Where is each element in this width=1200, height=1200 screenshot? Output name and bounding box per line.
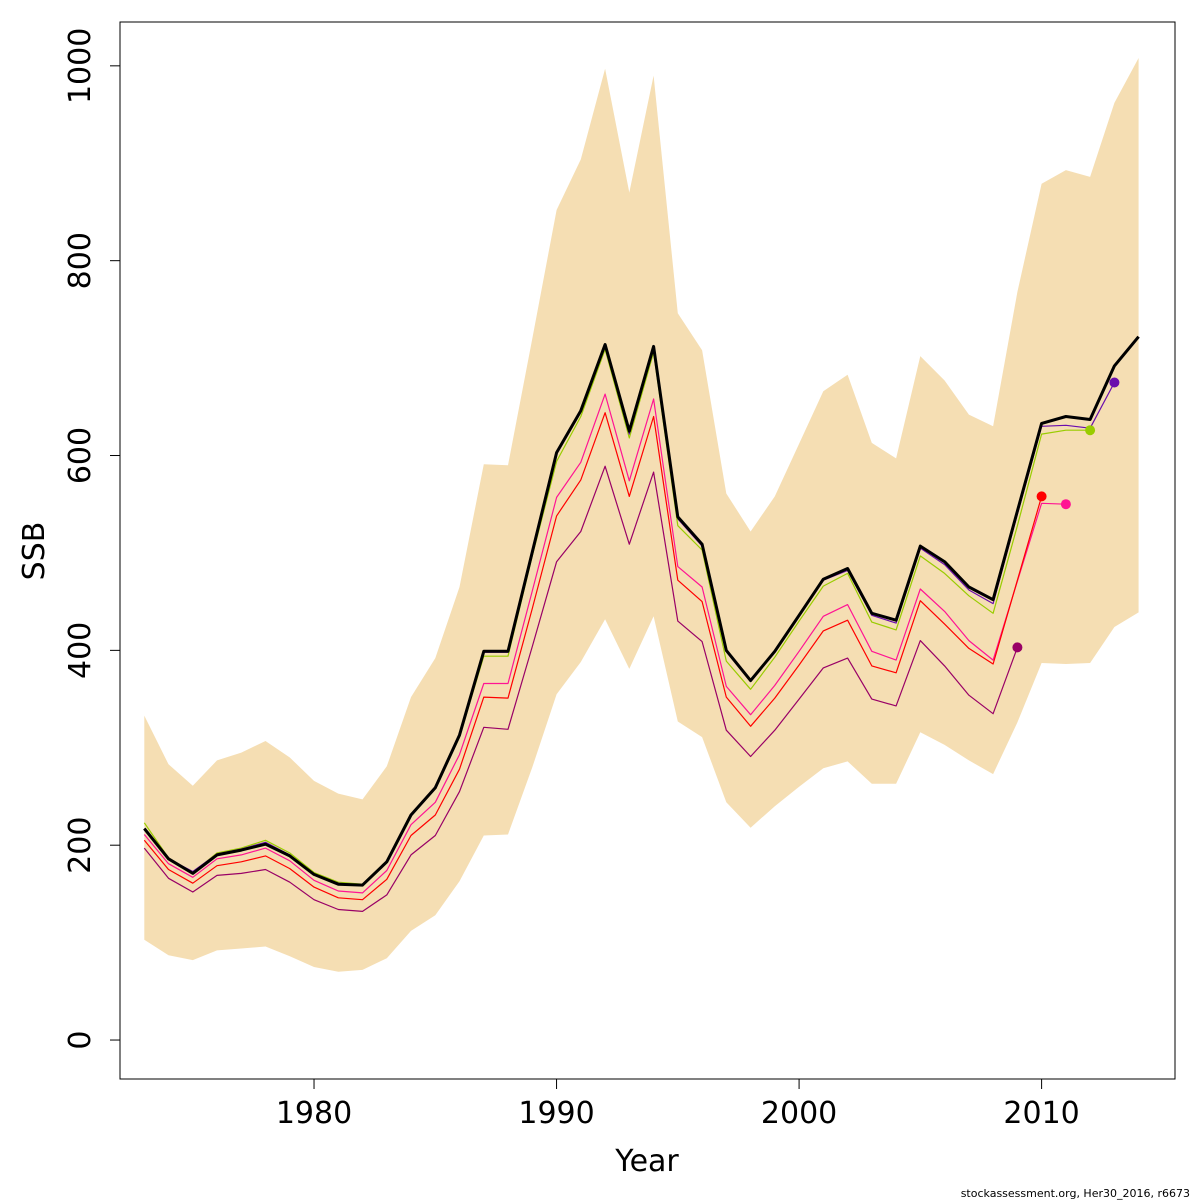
series-lines-layer (143, 335, 1140, 913)
y-axis-title: SSB (17, 522, 52, 581)
x-tick-label: 1990 (518, 1096, 594, 1131)
series-line-3 (143, 393, 1066, 894)
series-line-6 (143, 335, 1140, 887)
series-line-5 (143, 465, 1018, 913)
y-tick-label: 200 (63, 817, 98, 874)
series-end-point-1 (1085, 425, 1096, 436)
confidence-band (144, 58, 1139, 972)
series-line-4 (143, 412, 1043, 901)
y-axis: 0 200 400 600 800 1000 (63, 28, 121, 1050)
x-axis: 1980 1990 2000 2010 (276, 1078, 1080, 1131)
y-tick-label: 400 (63, 622, 98, 679)
series-end-point-5 (1012, 642, 1023, 653)
x-tick-label: 1980 (276, 1096, 352, 1131)
series-line-1 (143, 348, 1091, 885)
series-end-point-2 (1109, 377, 1120, 388)
x-tick-label: 2000 (761, 1096, 837, 1131)
x-axis-title: Year (614, 1144, 679, 1179)
confidence-band-layer (144, 58, 1139, 972)
x-tick-label: 2010 (1003, 1096, 1079, 1131)
source-footnote: stockassessment.org, Her30_2016, r6673 (961, 1187, 1190, 1200)
series-end-points-layer (1012, 377, 1120, 653)
y-tick-label: 800 (63, 232, 98, 289)
y-tick-label: 1000 (63, 28, 98, 104)
y-tick-label: 0 (63, 1030, 98, 1049)
y-tick-label: 600 (63, 427, 98, 484)
series-end-point-4 (1036, 491, 1047, 502)
series-end-point-3 (1060, 499, 1071, 510)
